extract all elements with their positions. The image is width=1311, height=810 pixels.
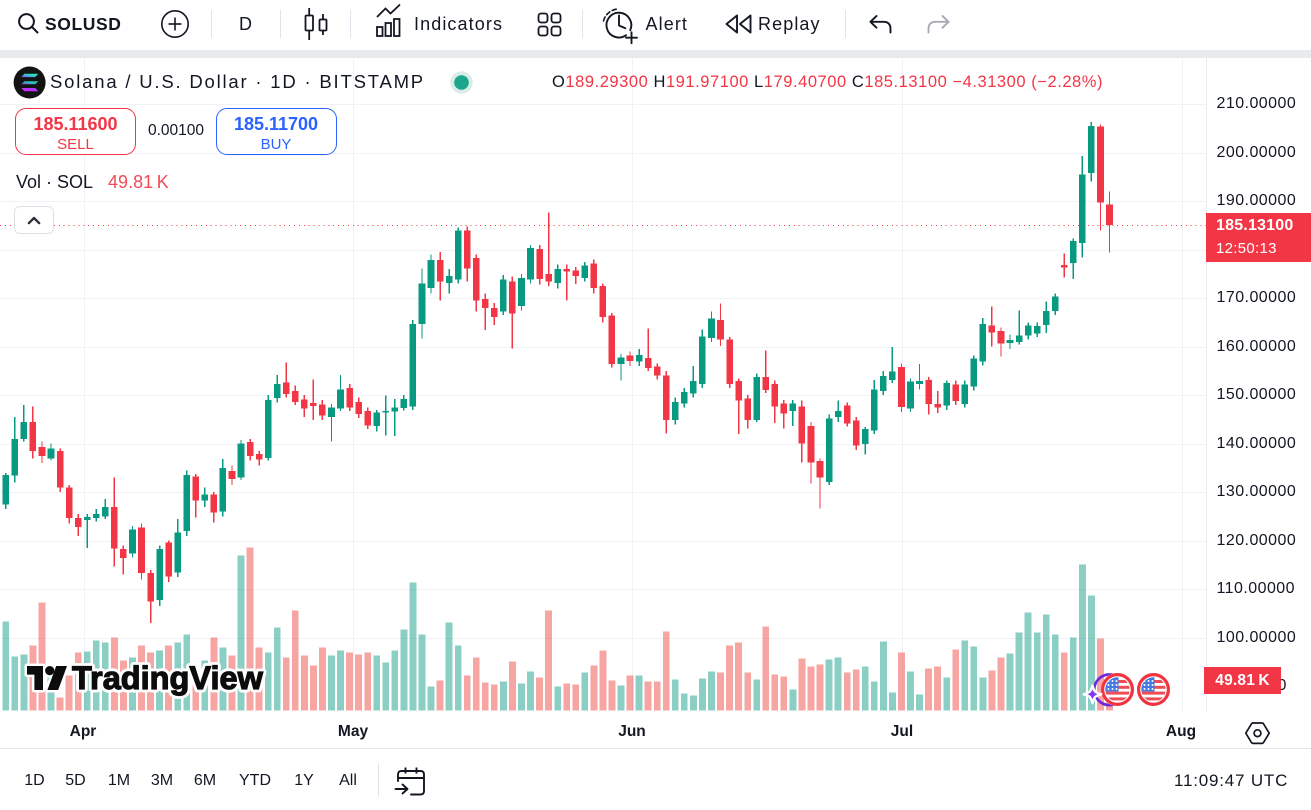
svg-text:TradingView: TradingView (72, 660, 264, 696)
svg-text:TradingView: TradingView (72, 660, 264, 696)
